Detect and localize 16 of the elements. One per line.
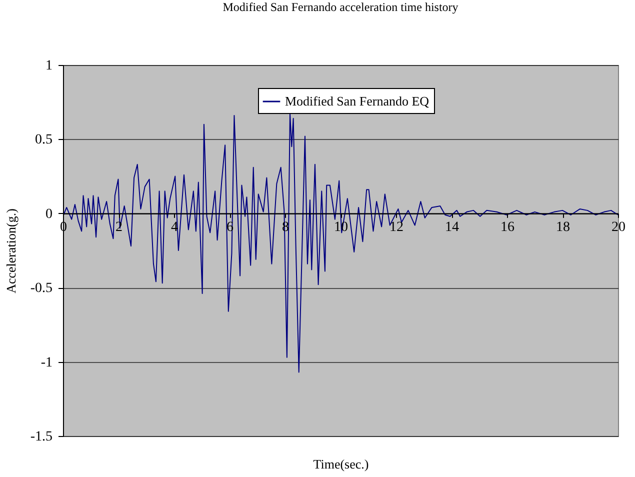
x-tick-label: 16: [500, 220, 514, 235]
x-tick-label: 12: [390, 220, 404, 235]
y-tick-label: -0.5: [30, 281, 52, 296]
x-axis-title: Time(sec.): [313, 456, 369, 472]
x-tick-label: 20: [612, 220, 626, 235]
y-tick-label: 0: [46, 206, 52, 222]
x-tick-label: 14: [445, 220, 459, 235]
y-tick-label: -1: [40, 355, 52, 370]
legend-label: Modified San Fernando EQ: [285, 94, 430, 108]
y-tick-label: 0.5: [35, 132, 52, 148]
x-tick-label: 18: [556, 220, 570, 235]
x-tick-label: 2: [116, 220, 122, 235]
y-tick-label: -1.5: [30, 430, 52, 444]
chart-title: Modified San Fernando acceleration time history: [222, 0, 458, 14]
y-axis-title: Acceleration(g.): [3, 208, 18, 294]
y-tick-label: 1: [46, 58, 52, 74]
